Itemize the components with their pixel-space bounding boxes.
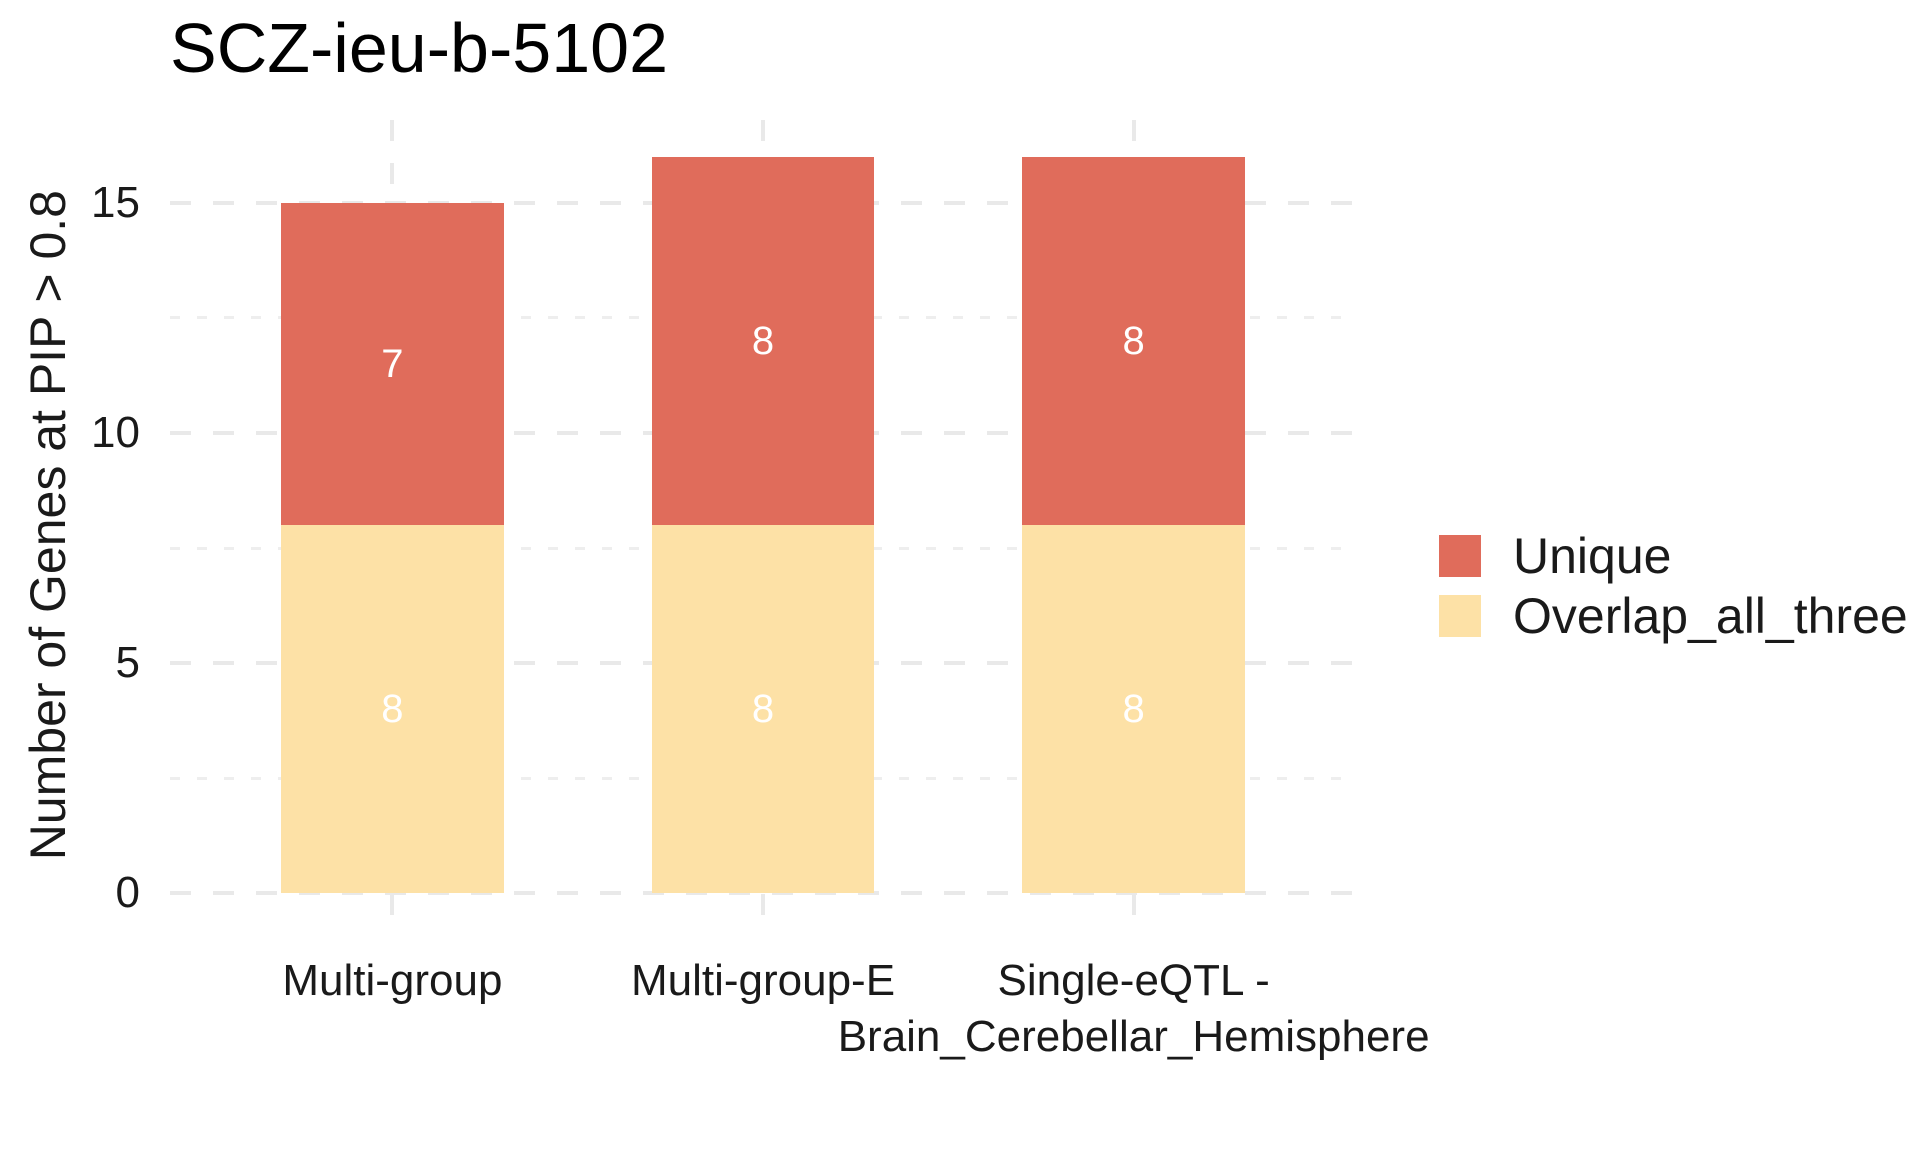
bar-segment-overlap_all_three: 8	[281, 525, 504, 894]
y-axis-title-text: Number of Genes at PIP > 0.8	[20, 189, 76, 861]
legend-swatch-overlap_all_three	[1439, 595, 1481, 637]
y-axis-title: Number of Genes at PIP > 0.8	[18, 120, 78, 930]
bar-value-label: 8	[751, 318, 775, 363]
bar-segment-overlap_all_three: 8	[1022, 525, 1245, 894]
chart-title: SCZ-ieu-b-5102	[170, 9, 668, 87]
bar-value-label: 8	[751, 687, 775, 732]
y-tick-label: 15	[91, 177, 140, 227]
bar-segment-unique: 8	[1022, 156, 1245, 525]
bar-segment-overlap_all_three: 8	[651, 525, 875, 894]
plot-panel: 8 7 8 8 8 8	[170, 120, 1356, 930]
bar-value-label: 8	[1122, 318, 1145, 363]
x-tick-label: Multi-group-E	[630, 956, 896, 1005]
bar-segment-unique: 7	[281, 202, 504, 525]
bar-value-label: 7	[381, 341, 404, 386]
x-tick-label: Multi-group	[282, 956, 503, 1005]
legend-item: Unique	[1439, 527, 1908, 585]
y-tick-label: 0	[115, 868, 140, 918]
legend: Unique Overlap_all_three	[1439, 527, 1908, 645]
legend-label: Overlap_all_three	[1513, 588, 1908, 644]
bar-segment-unique: 8	[651, 156, 875, 525]
legend-label: Unique	[1513, 528, 1672, 584]
legend-item: Overlap_all_three	[1439, 587, 1908, 645]
y-tick-label: 10	[91, 407, 140, 457]
legend-swatch-unique	[1439, 535, 1481, 577]
bar-value-label: 8	[381, 687, 404, 732]
y-tick-label: 5	[115, 638, 140, 688]
x-tick-label: Single-eQTL - Brain_Cerebellar_Hemispher…	[837, 956, 1430, 1061]
bar-value-label: 8	[1122, 687, 1145, 732]
